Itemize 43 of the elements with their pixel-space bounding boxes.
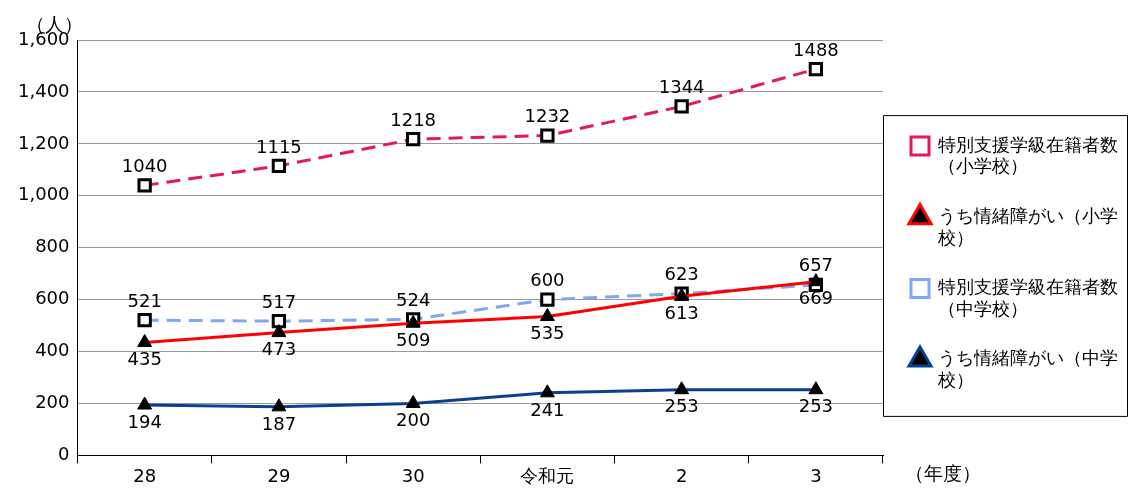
- data-label: 200: [395, 409, 431, 431]
- y-tick-label: 1,400: [18, 79, 70, 101]
- data-label: 194: [127, 410, 162, 432]
- x-tick-label: 2: [675, 464, 688, 486]
- data-label: 241: [530, 398, 565, 420]
- legend-label: うち情緒障がい（小学校）: [937, 204, 1118, 248]
- data-label: 253: [664, 395, 699, 417]
- x-tick-label: 3: [810, 464, 822, 486]
- x-axis-title: （年度）: [905, 461, 981, 484]
- x-tick-label: 28: [133, 464, 157, 486]
- y-tick-label: 800: [35, 235, 70, 257]
- data-label: 623: [664, 263, 699, 285]
- data-label: 187: [261, 412, 297, 434]
- data-label: 1115: [255, 135, 302, 157]
- data-label: 1232: [524, 105, 571, 127]
- y-tick-label: 600: [35, 287, 70, 309]
- y-tick-label: 200: [35, 391, 70, 413]
- data-label: 669: [798, 287, 834, 309]
- y-tick-label: 1,200: [18, 131, 70, 153]
- data-label: 435: [127, 348, 162, 370]
- data-label: 1344: [658, 76, 705, 98]
- data-label: 1488: [792, 38, 839, 60]
- legend-label: 特別支援学級在籍者数（中学校）: [938, 276, 1118, 319]
- data-label: 1218: [390, 108, 437, 130]
- y-tick-label: 400: [35, 339, 70, 361]
- data-label: 517: [261, 290, 297, 312]
- data-label: 613: [664, 301, 699, 323]
- legend-label: うち情緒障がい（中学校）: [937, 347, 1118, 390]
- legend-label: 特別支援学級在籍者数（小学校）: [938, 133, 1118, 177]
- x-tick-label: 29: [267, 464, 291, 486]
- data-label: 1040: [121, 155, 168, 177]
- data-label: 253: [798, 395, 834, 417]
- data-label: 509: [395, 328, 431, 350]
- data-label: 600: [530, 269, 565, 291]
- data-label: 524: [395, 289, 431, 311]
- data-label: 521: [127, 289, 162, 311]
- y-tick-label: 1,000: [18, 183, 70, 205]
- data-label: 657: [798, 254, 834, 276]
- data-label: 473: [261, 338, 297, 360]
- data-label: 535: [530, 322, 565, 344]
- x-tick-label: 30: [401, 464, 425, 486]
- x-tick-label: 令和元: [520, 464, 575, 486]
- y-tick-label: 0: [58, 443, 70, 465]
